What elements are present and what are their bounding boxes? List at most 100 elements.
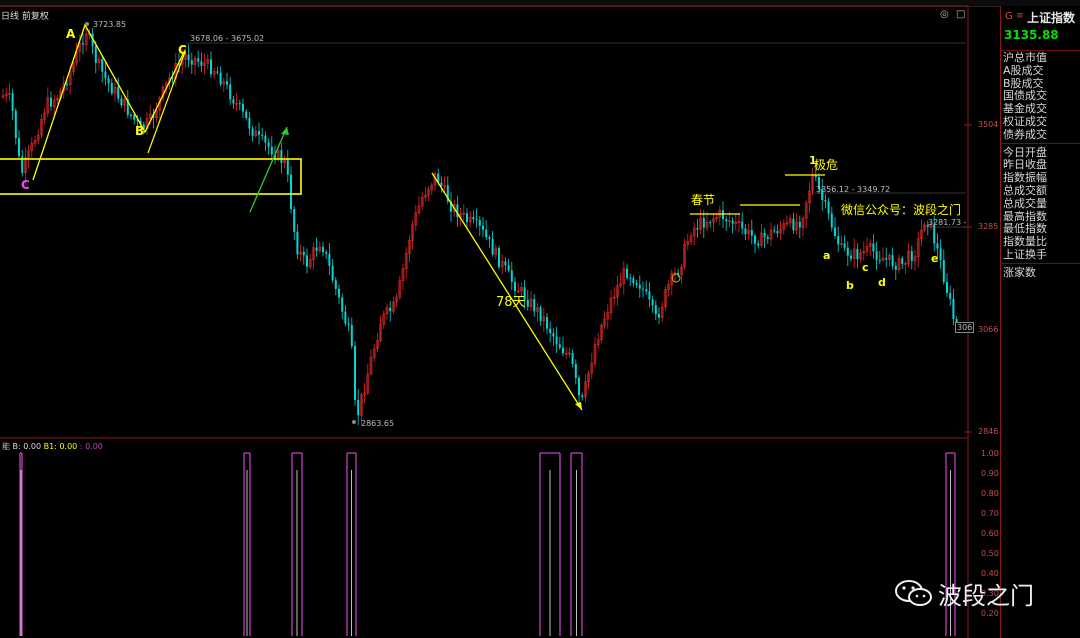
quote-field-rows2-1[interactable]: 昨日收盘: [1003, 158, 1047, 172]
candle-body-up: [123, 99, 126, 106]
candle-body-up: [299, 251, 302, 255]
candle-body-down: [478, 220, 481, 226]
candle-body-down: [142, 124, 145, 129]
candle-body-down: [306, 255, 308, 267]
candle-body-up: [779, 228, 782, 234]
candle-body-down: [219, 72, 222, 85]
quote-field-rows3-0[interactable]: 涨家数: [1003, 265, 1036, 279]
candle-body-up: [24, 157, 27, 174]
candle-body-up: [907, 250, 910, 264]
quote-field-rows1-3[interactable]: 国债成交: [1003, 89, 1047, 103]
restore-icon[interactable]: ◎: [940, 9, 949, 20]
candle-body-down: [456, 204, 459, 218]
marker-circle: [671, 273, 681, 283]
candle-body-down: [872, 243, 875, 252]
candle-body-down: [238, 103, 241, 105]
candle-body-down: [792, 218, 795, 231]
quote-field-rows2-0[interactable]: 今日开盘: [1003, 145, 1047, 159]
candle-body-down: [651, 299, 654, 306]
candle-body-up: [785, 222, 789, 225]
candle-body-up: [424, 194, 427, 198]
candle-body-up: [715, 217, 718, 219]
candle-body-down: [354, 346, 356, 400]
quote-field-rows2-2[interactable]: 指数振幅: [1003, 171, 1047, 185]
candle-body-down: [251, 128, 254, 136]
candle-body-up: [78, 43, 82, 52]
spring-festival-annotation: 春节: [691, 193, 716, 207]
candle-body-up: [788, 218, 792, 224]
candle-body-down: [632, 278, 635, 284]
candle-body-down: [901, 258, 904, 264]
candle-body-down: [216, 71, 219, 73]
candle-body-down: [846, 247, 849, 256]
y-tick-3285: 3285: [978, 222, 999, 231]
candle-body-up: [868, 243, 872, 247]
candle-body-up: [84, 33, 88, 45]
candle-body-down: [104, 71, 107, 79]
panel-separator: [1001, 262, 1080, 264]
candle-body-up: [430, 184, 434, 190]
candle-body-up: [664, 289, 667, 308]
quote-field-rows1-1[interactable]: A股成交: [1003, 63, 1044, 77]
quote-field-rows2-3[interactable]: 总成交额: [1003, 183, 1047, 197]
quote-field-rows1-4[interactable]: 基金成交: [1003, 102, 1047, 116]
quote-field-rows2-4[interactable]: 总成交量: [1003, 196, 1047, 210]
wave-label-small-c: c: [862, 261, 869, 274]
candle-body-down: [491, 238, 494, 255]
candle-body-up: [747, 229, 750, 235]
candle-body-up: [62, 83, 66, 92]
candle-body-up: [916, 238, 920, 258]
price-chart[interactable]: [0, 0, 1000, 638]
candle-body-down: [347, 323, 350, 326]
candle-body-down: [229, 84, 232, 100]
maximize-icon[interactable]: □: [956, 9, 966, 20]
candle-body-down: [120, 98, 123, 106]
candle-body-down: [293, 209, 296, 232]
candle-body-up: [427, 189, 430, 196]
candle-body-down: [274, 154, 276, 159]
candle-body-up: [372, 348, 376, 358]
candle-body-up: [808, 190, 811, 204]
candle-body-down: [910, 251, 913, 261]
candle-body-up: [737, 221, 741, 223]
candle-body-down: [210, 59, 212, 75]
quote-field-rows2-6[interactable]: 最低指数: [1003, 222, 1047, 236]
quote-field-list: 沪总市值 A股成交 B股成交 国债成交 基金成交 权证成交 债券成交今日开盘 昨日收盘 指数振幅…: [1001, 50, 1080, 279]
candle-body-down: [635, 283, 638, 285]
quote-field-rows1-5[interactable]: 权证成交: [1003, 114, 1047, 128]
quote-field-rows2-5[interactable]: 最高指数: [1003, 209, 1047, 223]
candle-body-down: [626, 268, 628, 278]
candle-body-down: [130, 114, 132, 116]
candle-body-up: [420, 196, 424, 207]
quote-header[interactable]: G ≡ 上证指数: [1001, 8, 1080, 26]
quote-field-rows2-8[interactable]: 上证换手: [1003, 247, 1047, 261]
quote-field-rows1-6[interactable]: 债券成交: [1003, 127, 1047, 141]
candle-body-down: [776, 231, 779, 234]
top-range-label: 3678.06 - 3675.02: [190, 34, 265, 43]
quote-field-rows1-0[interactable]: 沪总市值: [1001, 50, 1080, 64]
candle-body-down: [344, 311, 347, 324]
group-icon[interactable]: G: [1005, 11, 1013, 22]
candle-body-up: [235, 102, 238, 105]
candle-body-down: [389, 307, 392, 312]
candle-body-down: [936, 243, 939, 249]
candle-body-up: [283, 159, 286, 164]
indicator-y-tick: 1.00: [981, 449, 999, 458]
candle-body-up: [318, 246, 322, 252]
candle-body-up: [913, 256, 917, 262]
indicator-y-tick: 0.60: [981, 529, 999, 538]
menu-icon[interactable]: ≡: [1016, 11, 1024, 21]
indicator-legend: 能 B: 0.00 B1: 0.00 : 0.00: [2, 441, 103, 452]
indicator-y-tick: 0.30: [981, 589, 999, 598]
candle-body-up: [801, 218, 805, 228]
candle-body-down: [242, 103, 244, 112]
candle-body-up: [468, 216, 472, 223]
candle-body-up: [904, 263, 907, 265]
candle-body-up: [689, 235, 693, 242]
candle-body-down: [248, 117, 251, 129]
period-label[interactable]: 日线 前复权: [1, 12, 49, 22]
quote-field-rows2-7[interactable]: 指数量比: [1003, 235, 1047, 249]
abc-wave-line: [32, 23, 186, 181]
candle-body-up: [411, 224, 414, 241]
quote-field-rows1-2[interactable]: B股成交: [1003, 76, 1044, 90]
